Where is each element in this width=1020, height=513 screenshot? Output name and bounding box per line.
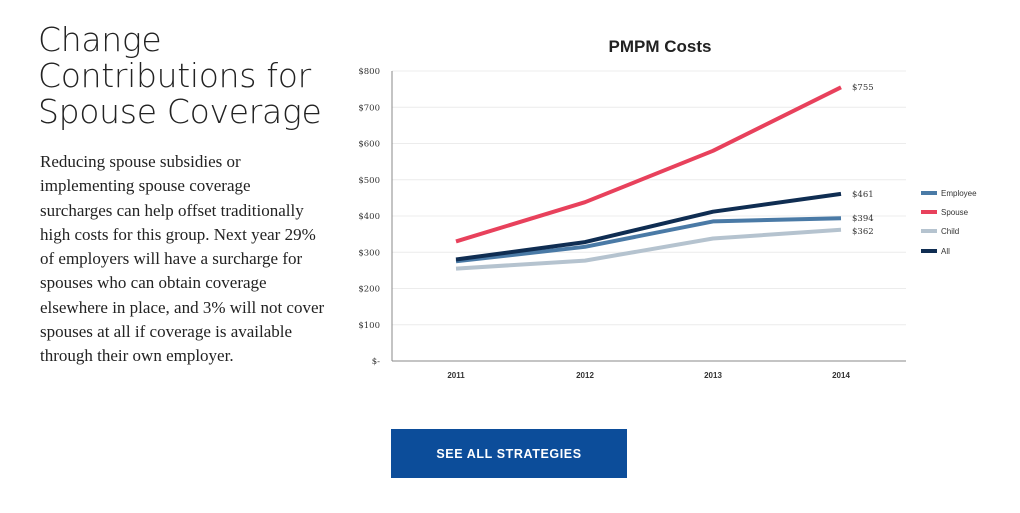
description-line: spouses at all if coverage is available: [40, 322, 293, 342]
legend-label-all: All: [941, 247, 950, 256]
y-tick-label: $200: [358, 285, 380, 295]
data-label-child: $362: [852, 227, 874, 237]
description-line: of employers will have a surcharge for: [40, 249, 303, 269]
page-title-line-1: Change: [38, 20, 162, 59]
y-tick-label: $100: [358, 321, 380, 331]
description-line: high costs for this group. Next year 29%: [40, 224, 316, 244]
description-line: elsewhere in place, and 3% will not cove…: [40, 297, 325, 317]
series-line-spouse: [455, 85, 842, 244]
description-line: implementing spouse coverage: [40, 176, 251, 196]
y-tick-label: $300: [358, 248, 380, 258]
legend-label-spouse: Spouse: [941, 208, 969, 217]
x-tick-label: 2013: [704, 371, 722, 380]
y-tick-label: $700: [358, 103, 380, 113]
page-title: Change Contributions for Spouse Coverage: [38, 22, 358, 130]
series-line-child: [455, 227, 842, 271]
data-label-employee: $394: [852, 214, 874, 224]
series-line-employee: [455, 216, 842, 264]
description-line: spouses who can obtain coverage: [40, 273, 267, 293]
y-tick-label: $500: [358, 176, 380, 186]
y-tick-label: $800: [358, 67, 380, 77]
description-line: surcharges can help offset traditionally: [40, 200, 304, 220]
data-label-spouse: $755: [852, 83, 874, 93]
series-line-all: [455, 191, 842, 262]
see-all-strategies-button[interactable]: SEE ALL STRATEGIES: [391, 429, 627, 478]
description-line: through their own employer.: [40, 346, 234, 366]
data-label-all: $461: [852, 190, 874, 200]
description: Reducing spouse subsidies or implementin…: [40, 150, 340, 369]
legend-swatch-spouse: [921, 210, 937, 214]
x-tick-label: 2011: [447, 371, 465, 380]
page-title-line-3: Spouse Coverage: [38, 92, 322, 131]
legend-swatch-employee: [921, 191, 937, 195]
x-tick-label: 2014: [832, 371, 850, 380]
legend-swatch-all: [921, 249, 937, 253]
y-tick-label: $600: [358, 140, 380, 150]
x-tick-label: 2012: [576, 371, 594, 380]
description-line: Reducing spouse subsidies or: [40, 152, 241, 171]
page-title-line-2: Contributions for: [38, 56, 311, 95]
y-tick-label: $-: [372, 357, 380, 367]
legend-label-child: Child: [941, 227, 959, 236]
y-tick-label: $400: [358, 212, 380, 222]
legend-label-employee: Employee: [941, 189, 977, 198]
chart-title: PMPM Costs: [608, 37, 712, 56]
legend-swatch-child: [921, 229, 937, 233]
